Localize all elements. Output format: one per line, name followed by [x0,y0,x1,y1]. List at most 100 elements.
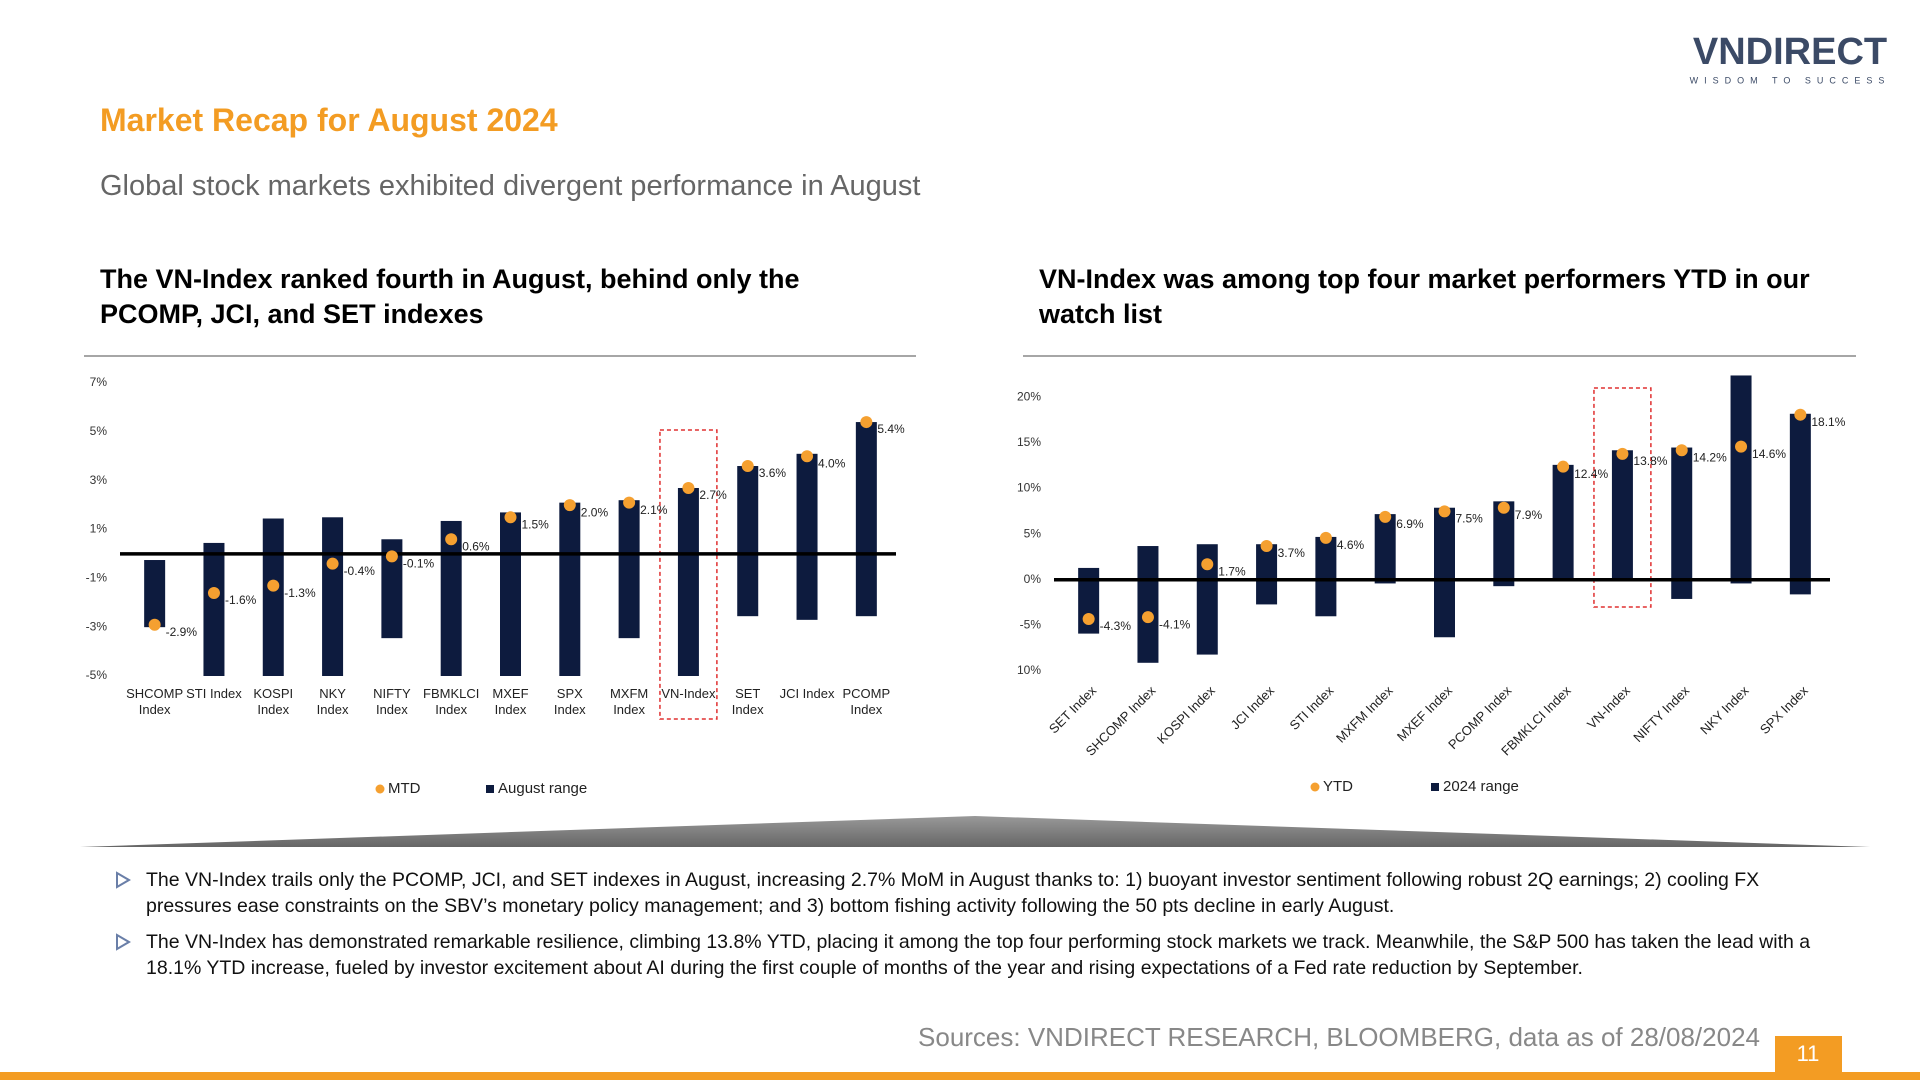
range-bar [1789,413,1811,595]
data-label: 14.6% [1752,447,1786,461]
x-tick-label: VN-Index [1584,683,1633,732]
bullet-text: The VN-Index has demonstrated remarkable… [146,931,1811,979]
data-label: -2.9% [166,625,198,639]
range-bar [1315,536,1337,617]
range-bar [500,512,521,676]
value-dot [1675,444,1688,457]
range-bar [203,542,225,676]
y-tick-label: 10% [1017,481,1041,495]
logo: VNDIRECT [1693,31,1887,73]
y-tick-label: 7% [90,375,108,389]
y-tick-label: 10% [1017,663,1041,677]
y-tick-label: -1% [86,571,108,585]
value-dot [207,586,220,599]
data-label: 4.0% [818,456,846,470]
range-bar [559,502,581,676]
slide-subtitle: Global stock markets exhibited divergent… [100,170,921,202]
data-label: 2.7% [699,488,727,502]
range-bar [1434,507,1455,638]
highlight-box [1593,387,1652,608]
x-tick-label: STI Index [1286,683,1336,733]
x-tick-label: KOSPI Index [253,686,294,717]
value-dot [1616,447,1629,460]
value-dot [1260,540,1273,553]
range-bar [1374,514,1396,584]
value-dot [1438,505,1451,518]
value-dot [504,511,517,524]
legend-label: YTD [1323,778,1353,795]
legend-swatch [375,784,385,794]
value-dot [1319,531,1332,544]
y-tick-label: 15% [1017,435,1041,449]
x-tick-label: MXEF Index [492,686,529,717]
value-dot [148,618,161,631]
y-tick-label: -5% [1020,618,1042,632]
chart-title: The VN-Index ranked fourth in August, be… [100,264,800,329]
data-label: -0.1% [403,557,435,571]
value-dot [1201,558,1214,571]
value-dot [445,533,458,546]
data-label: -4.3% [1100,619,1132,633]
value-dot [385,550,398,563]
range-bar [262,518,284,676]
data-label: 3.6% [759,466,787,480]
x-tick-label: NIFTY Index [1630,683,1692,745]
x-tick-label: PCOMP Index [842,686,891,717]
source-note: Sources: VNDIRECT RESEARCH, BLOOMBERG, d… [918,1022,1760,1052]
bullet-text: The VN-Index trails only the PCOMP, JCI,… [146,869,1760,917]
value-dot [682,481,695,494]
value-dot [267,579,280,592]
data-label: 6.9% [1396,517,1424,531]
x-tick-label: SPX Index [1757,683,1811,737]
y-tick-label: -5% [86,668,108,682]
data-label: 4.6% [1337,538,1365,552]
range-bar [1256,544,1278,605]
x-tick-label: JCI Index [1228,683,1278,733]
legend-swatch [1310,782,1320,792]
data-label: 18.1% [1811,415,1845,429]
range-bar [796,453,818,620]
x-tick-label: SET Index [731,686,764,717]
data-label: 1.5% [522,517,550,531]
bottom-bar [0,1072,1920,1080]
x-tick-label: NIFTY Index [373,686,411,717]
data-label: 2.0% [581,505,609,519]
data-label: 12.4% [1574,467,1608,481]
data-label: 5.4% [877,422,905,436]
range-bar [855,422,877,617]
x-tick-label: NKY Index [316,686,349,717]
y-tick-label: -3% [86,619,108,633]
bullet-icon [116,871,131,889]
data-label: 14.2% [1693,450,1727,464]
value-dot [623,496,636,509]
value-dot [326,557,339,570]
slide-title: Market Recap for August 2024 [100,102,558,138]
x-tick-label: JCI Index [779,686,835,701]
range-bar [1552,464,1574,580]
legend-label: MTD [388,780,421,797]
x-tick-label: MXFM Index [1333,683,1396,746]
value-dot [1082,613,1095,626]
x-tick-label: MXFM Index [609,686,649,717]
x-tick-label: NKY Index [1697,683,1752,738]
data-label: -0.4% [344,564,376,578]
value-dot [1735,440,1748,453]
y-tick-label: 5% [1024,526,1042,540]
data-label: -1.3% [284,586,316,600]
value-dot [1794,408,1807,421]
x-tick-label: STI Index [186,686,242,701]
x-tick-label: SET Index [1046,683,1100,737]
legend-label: 2024 range [1443,778,1519,795]
y-tick-label: 1% [90,522,108,536]
value-dot [801,450,814,463]
x-tick-label: SPX Index [553,686,586,717]
range-bar [144,560,166,628]
y-tick-label: 5% [90,424,108,438]
page-box [1775,1036,1842,1072]
legend-swatch [1431,783,1439,791]
range-bar [1196,544,1218,655]
range-bar [1493,501,1515,587]
data-label: -4.1% [1159,617,1191,631]
